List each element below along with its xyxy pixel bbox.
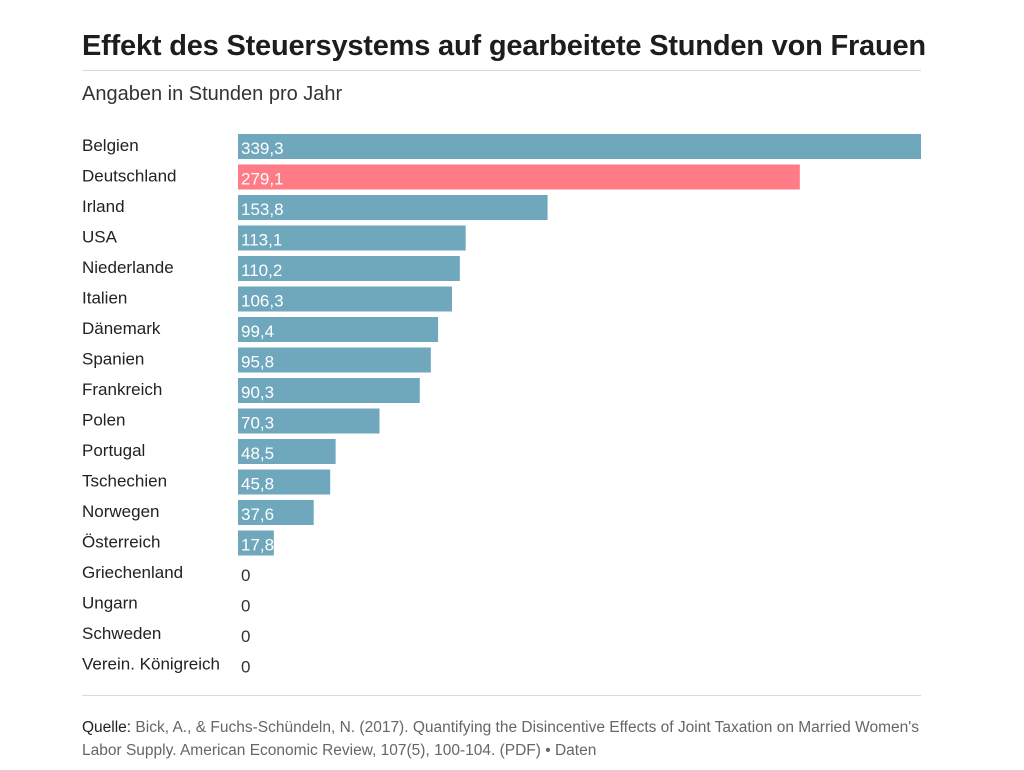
- source-text: Bick, A., & Fuchs-Schündeln, N. (2017). …: [82, 719, 919, 759]
- category-label: Italien: [82, 289, 127, 308]
- value-label: 106,3: [241, 292, 284, 311]
- value-label: 95,8: [241, 353, 274, 372]
- source-separator: •: [540, 742, 555, 759]
- value-label: 110,2: [241, 261, 282, 280]
- category-label: Irland: [82, 197, 125, 216]
- category-label: Verein. Königreich: [82, 655, 220, 674]
- bar-row: USA 113,1: [82, 225, 466, 251]
- data-link[interactable]: Daten: [554, 742, 597, 759]
- bar: [238, 500, 314, 525]
- value-label: 279,1: [241, 170, 284, 189]
- category-label: Portugal: [82, 441, 145, 460]
- bar-row: Spanien 95,8: [82, 347, 431, 373]
- value-label: 0: [241, 566, 250, 585]
- category-label: Belgien: [82, 136, 139, 155]
- source-label: Quelle:: [82, 719, 132, 736]
- bar-row: Verein. Königreich 0: [82, 655, 250, 677]
- bar-row: Deutschland 279,1: [82, 164, 800, 190]
- category-label: USA: [82, 228, 118, 247]
- value-label: 0: [241, 597, 250, 616]
- value-label: 99,4: [241, 322, 274, 341]
- bar-row: Schweden 0: [82, 624, 250, 646]
- pdf-link[interactable]: (PDF): [499, 742, 541, 759]
- bar: [238, 286, 452, 312]
- bar-row: Frankreich 90,3: [82, 378, 420, 403]
- bar-row: Italien 106,3: [82, 286, 452, 312]
- chart-subtitle: Angaben in Stunden pro Jahr: [82, 83, 343, 105]
- bar: [238, 164, 800, 190]
- bar-row: Belgien 339,3: [82, 134, 921, 159]
- bar: [238, 408, 380, 434]
- chart-title: Effekt des Steuersystems auf gearbeitete…: [82, 30, 926, 62]
- bar: [238, 530, 274, 556]
- bar-row: Niederlande 110,2: [82, 256, 460, 281]
- category-label: Polen: [82, 411, 125, 430]
- category-label: Dänemark: [82, 319, 161, 338]
- bar-row: Tschechien 45,8: [82, 469, 331, 495]
- bar-row: Dänemark 99,4: [82, 317, 439, 342]
- value-label: 90,3: [241, 383, 274, 402]
- category-label: Schweden: [82, 624, 161, 643]
- category-label: Österreich: [82, 533, 160, 552]
- bar-row: Norwegen 37,6: [82, 500, 314, 525]
- bar-row: Irland 153,8: [82, 195, 548, 220]
- bar: [238, 134, 921, 159]
- category-label: Griechenland: [82, 563, 183, 582]
- value-label: 37,6: [241, 505, 274, 524]
- bar-row: Österreich 17,8: [82, 530, 274, 556]
- bar-row: Polen 70,3: [82, 408, 380, 434]
- bar: [238, 256, 460, 281]
- category-label: Deutschland: [82, 167, 177, 186]
- bar-row: Portugal 48,5: [82, 439, 336, 464]
- category-label: Spanien: [82, 350, 144, 369]
- value-label: 48,5: [241, 444, 274, 463]
- value-label: 113,1: [241, 231, 282, 250]
- value-label: 153,8: [241, 200, 284, 219]
- value-label: 17,8: [241, 536, 274, 555]
- category-label: Frankreich: [82, 380, 162, 399]
- source-note: Quelle: Bick, A., & Fuchs-Schündeln, N. …: [82, 716, 922, 762]
- value-label: 0: [241, 658, 250, 677]
- title-divider: [82, 70, 921, 71]
- bar: [238, 469, 331, 495]
- category-label: Norwegen: [82, 502, 160, 521]
- value-label: 0: [241, 627, 250, 646]
- category-label: Ungarn: [82, 594, 138, 613]
- value-label: 339,3: [241, 139, 284, 158]
- category-label: Niederlande: [82, 258, 174, 277]
- value-label: 70,3: [241, 414, 274, 433]
- bar: [238, 378, 420, 403]
- bar-row: Griechenland 0: [82, 563, 250, 585]
- bar-row: Ungarn 0: [82, 594, 250, 616]
- category-label: Tschechien: [82, 472, 167, 491]
- bar: [238, 225, 466, 251]
- value-label: 45,8: [241, 475, 274, 494]
- footer-divider: [82, 695, 921, 696]
- bar: [238, 347, 431, 373]
- bar: [238, 439, 336, 464]
- bar: [238, 317, 439, 342]
- bar: [238, 195, 548, 220]
